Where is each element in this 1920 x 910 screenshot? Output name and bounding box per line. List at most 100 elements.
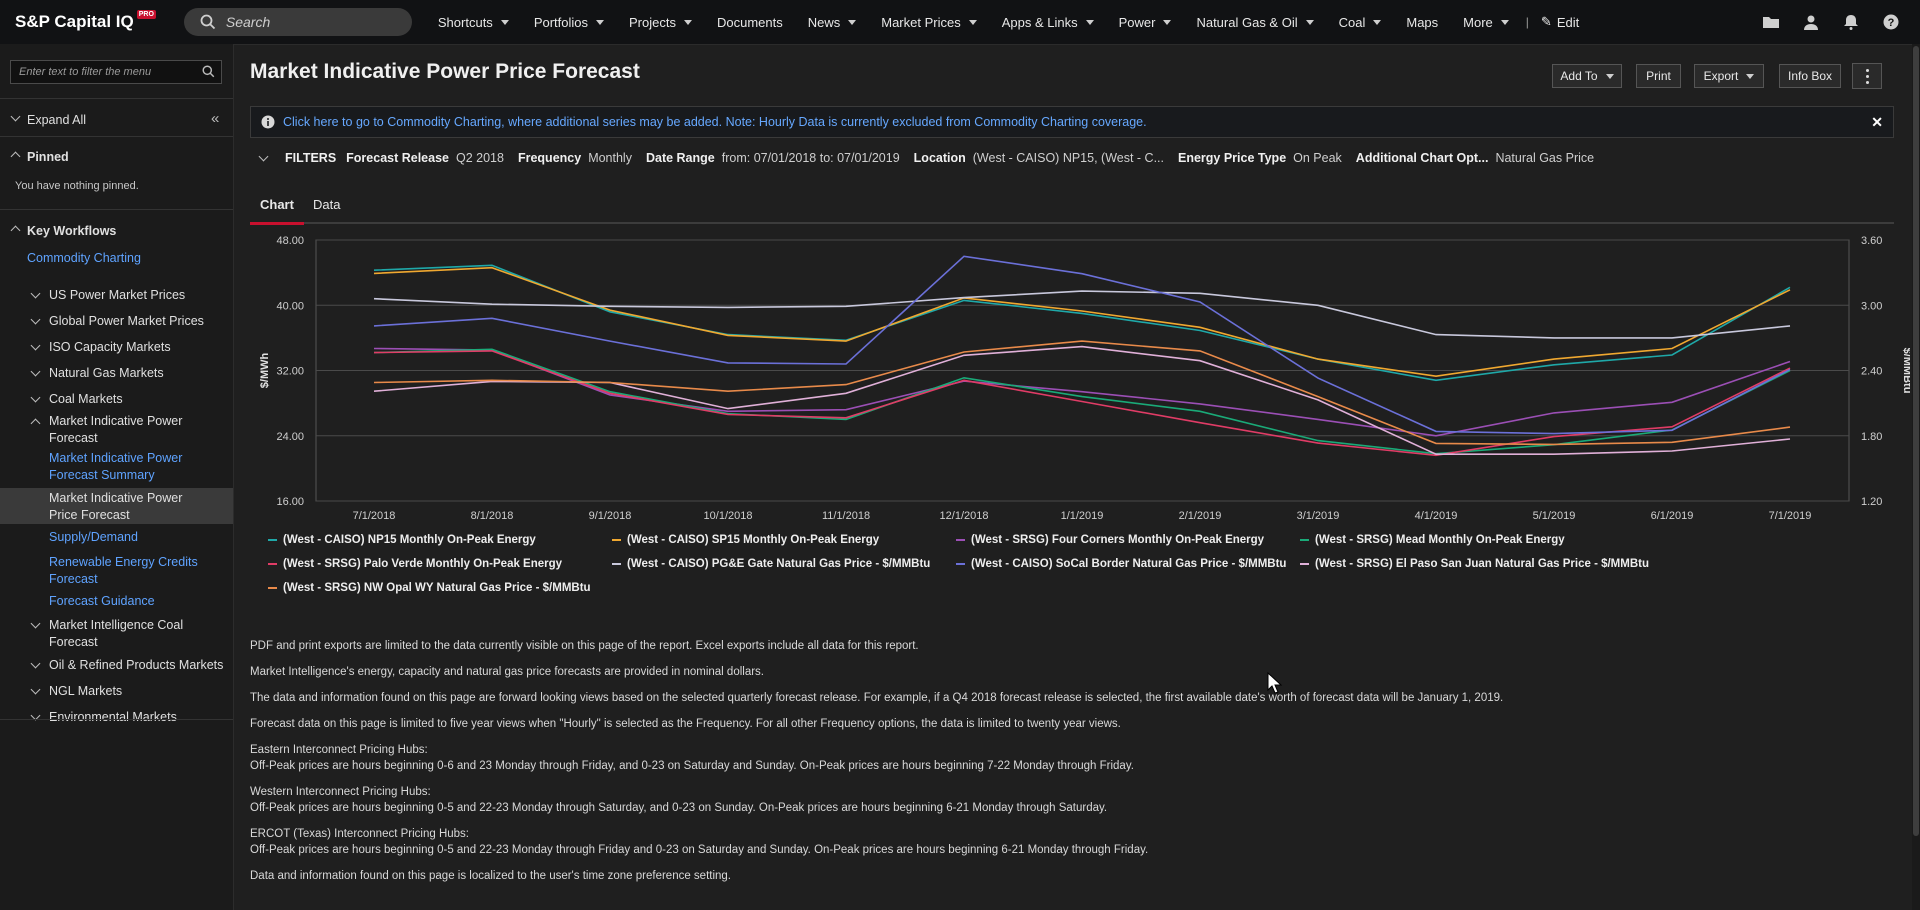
series-line-west-srsg-four-corners-monthly-on-peak-energy[interactable] [373, 347, 1791, 437]
sidebar-item-label: Supply/Demand [49, 530, 138, 544]
y-tick-label: 24.00 [276, 431, 304, 443]
note-line: Data and information found on this page … [250, 870, 732, 882]
series-line-west-srsg-nw-opal-wy-natural-gas-price-mmbtu[interactable] [373, 340, 1791, 446]
bell-icon[interactable] [1840, 11, 1862, 33]
sidebar-item-coal-markets[interactable]: Coal Markets [0, 390, 233, 410]
sidebar-item-supply-demand[interactable]: Supply/Demand [0, 528, 233, 548]
nav-coal[interactable]: Coal [1339, 15, 1382, 30]
app-logo[interactable]: S&P Capital IQ PRO [15, 10, 156, 32]
legend-item-west-caiso-sp15-monthly-on-peak-energy[interactable]: (West - CAISO) SP15 Monthly On-Peak Ener… [612, 534, 879, 546]
commodity-charting-label: Commodity Charting [27, 251, 141, 265]
series-line-west-srsg-palo-verde-monthly-on-peak-energy[interactable] [373, 350, 1791, 457]
nav-market-prices[interactable]: Market Prices [881, 15, 977, 30]
sidebar-item-global-power-market-prices[interactable]: Global Power Market Prices [0, 312, 233, 332]
legend-item-west-srsg-nw-opal-wy-natural-gas-price-mmbtu[interactable]: (West - SRSG) NW Opal WY Natural Gas Pri… [268, 582, 591, 594]
sidebar-item-iso-capacity-markets[interactable]: ISO Capacity Markets [0, 338, 233, 358]
nav-portfolios[interactable]: Portfolios [533, 14, 605, 30]
legend-item-west-srsg-el-paso-san-juan-natural-gas-price-mmbtu[interactable]: (West - SRSG) El Paso San Juan Natural G… [1300, 558, 1649, 570]
nav-label: Power [1118, 14, 1156, 30]
chevron-down-icon [30, 340, 41, 351]
sidebar-item-ngl-markets[interactable]: NGL Markets [0, 682, 233, 702]
key-workflows-label: Key Workflows [27, 224, 117, 238]
global-search[interactable]: Search [183, 8, 412, 36]
tab-chart[interactable]: Chart [250, 192, 304, 225]
legend-item-west-srsg-palo-verde-monthly-on-peak-energy[interactable]: (West - SRSG) Palo Verde Monthly On-Peak… [268, 558, 562, 570]
more-options-icon[interactable] [1852, 63, 1882, 89]
nav-more[interactable]: More [1463, 15, 1509, 30]
nav-projects[interactable]: Projects [629, 15, 692, 30]
sidebar-item-renewable-energy-credits-forecast[interactable]: Renewable Energy Credits Forecast [0, 552, 233, 588]
commodity-charting-banner[interactable]: Click here to go to Commodity Charting, … [250, 106, 1894, 138]
nav-separator: | [1525, 15, 1529, 29]
sidebar-item-market-intelligence-coal-forecast[interactable]: Market Intelligence Coal Forecast [0, 616, 233, 652]
y-axis-label: $/MWh [259, 353, 271, 389]
expand-all[interactable]: Expand All « [0, 110, 233, 130]
help-icon[interactable]: ? [1880, 11, 1902, 33]
folder-icon[interactable] [1760, 11, 1782, 33]
sidebar-item-natural-gas-markets[interactable]: Natural Gas Markets [0, 364, 233, 384]
chevron-up-icon [10, 151, 21, 162]
page-scrollbar[interactable] [1912, 44, 1920, 910]
sidebar-item-us-power-market-prices[interactable]: US Power Market Prices [0, 286, 233, 306]
nav-documents[interactable]: Documents [717, 15, 783, 30]
legend-item-west-caiso-pg-e-gate-natural-gas-price-mmbtu[interactable]: (West - CAISO) PG&E Gate Natural Gas Pri… [612, 558, 930, 570]
legend-swatch [1300, 539, 1309, 541]
series-line-west-caiso-pg-e-gate-natural-gas-price-mmbtu[interactable] [373, 290, 1791, 339]
note-line: Forecast data on this page is limited to… [250, 718, 1121, 730]
legend-item-west-caiso-np15-monthly-on-peak-energy[interactable]: (West - CAISO) NP15 Monthly On-Peak Ener… [268, 534, 536, 546]
y2-tick-label: 1.80 [1861, 431, 1882, 443]
nav-natural-gas-oil[interactable]: Natural Gas & Oil [1196, 15, 1314, 30]
series-line-west-caiso-sp15-monthly-on-peak-energy[interactable] [373, 266, 1791, 378]
legend-swatch [612, 563, 621, 565]
nav-shortcuts[interactable]: Shortcuts [438, 15, 509, 30]
nav-apps-links[interactable]: Apps & Links [1002, 15, 1094, 30]
sidebar-item-market-indicative-power-forecast[interactable]: Market Indicative Power Forecast [0, 412, 233, 448]
scrollbar-thumb[interactable] [1913, 46, 1919, 836]
filters-bar[interactable]: FILTERS Forecast Release Q2 2018 Frequency… [258, 151, 1608, 165]
legend-item-west-caiso-socal-border-natural-gas-price-mmbtu[interactable]: (West - CAISO) SoCal Border Natural Gas … [956, 558, 1286, 570]
chevron-down-icon [683, 19, 692, 25]
menu-filter-placeholder: Enter text to filter the menu [19, 66, 152, 78]
legend-item-west-srsg-four-corners-monthly-on-peak-energy[interactable]: (West - SRSG) Four Corners Monthly On-Pe… [956, 534, 1264, 546]
chevron-down-icon [500, 19, 509, 25]
chevron-down-icon [30, 366, 41, 377]
divider [0, 98, 233, 99]
page-title: Market Indicative Power Price Forecast [250, 60, 640, 83]
series-line-west-caiso-socal-border-natural-gas-price-mmbtu[interactable] [373, 255, 1791, 435]
sidebar-item-oil-refined-products-markets[interactable]: Oil & Refined Products Markets [0, 656, 233, 676]
close-icon[interactable]: ✕ [1871, 114, 1883, 130]
nav-power[interactable]: Power [1119, 15, 1172, 30]
mouse-cursor-icon [1267, 672, 1283, 694]
nav-label: Portfolios [533, 14, 589, 30]
nav-maps[interactable]: Maps [1406, 15, 1438, 30]
user-icon[interactable] [1800, 11, 1822, 33]
export-button[interactable]: Export [1694, 64, 1764, 88]
chevron-down-icon [1605, 73, 1614, 79]
info-box-button[interactable]: Info Box [1779, 64, 1841, 88]
filter-value-location: (West - CAISO) NP15, (West - C... [972, 151, 1164, 165]
sidebar-item-forecast-guidance[interactable]: Forecast Guidance [0, 592, 233, 612]
series-line-west-caiso-np15-monthly-on-peak-energy[interactable] [373, 264, 1791, 382]
nav-news[interactable]: News [808, 15, 857, 30]
legend-item-west-srsg-mead-monthly-on-peak-energy[interactable]: (West - SRSG) Mead Monthly On-Peak Energ… [1300, 534, 1565, 546]
y-tick-label: 32.00 [276, 366, 304, 378]
legend-label: (West - CAISO) SoCal Border Natural Gas … [971, 558, 1287, 570]
sidebar-item-market-indicative-power-price-forecast[interactable]: Market Indicative Power Price Forecast [0, 488, 233, 524]
nav-edit[interactable]: ✎ Edit [1541, 14, 1579, 30]
legend-swatch [956, 539, 965, 541]
filter-label-energy-price-type: Energy Price Type [1178, 151, 1287, 165]
tab-data[interactable]: Data [305, 192, 348, 222]
legend-swatch [956, 563, 965, 565]
x-tick-label: 10/1/2018 [704, 510, 753, 522]
main-content: Market Indicative Power Price Forecast A… [234, 44, 1920, 910]
sidebar-item-market-indicative-power-forecast-summary[interactable]: Market Indicative Power Forecast Summary [0, 448, 233, 484]
add-to-button[interactable]: Add To [1552, 64, 1622, 88]
x-tick-label: 1/1/2019 [1061, 510, 1104, 522]
logo-text: S&P Capital IQ [15, 12, 134, 31]
info-box-label: Info Box [1787, 69, 1833, 83]
print-button[interactable]: Print [1636, 64, 1681, 88]
menu-filter-input[interactable]: Enter text to filter the menu [10, 60, 222, 84]
sidebar-item-environmental-markets[interactable]: Environmental Markets [0, 708, 233, 728]
collapse-sidebar-icon[interactable]: « [211, 110, 220, 127]
note-line: ERCOT (Texas) Interconnect Pricing Hubs: [250, 828, 470, 840]
